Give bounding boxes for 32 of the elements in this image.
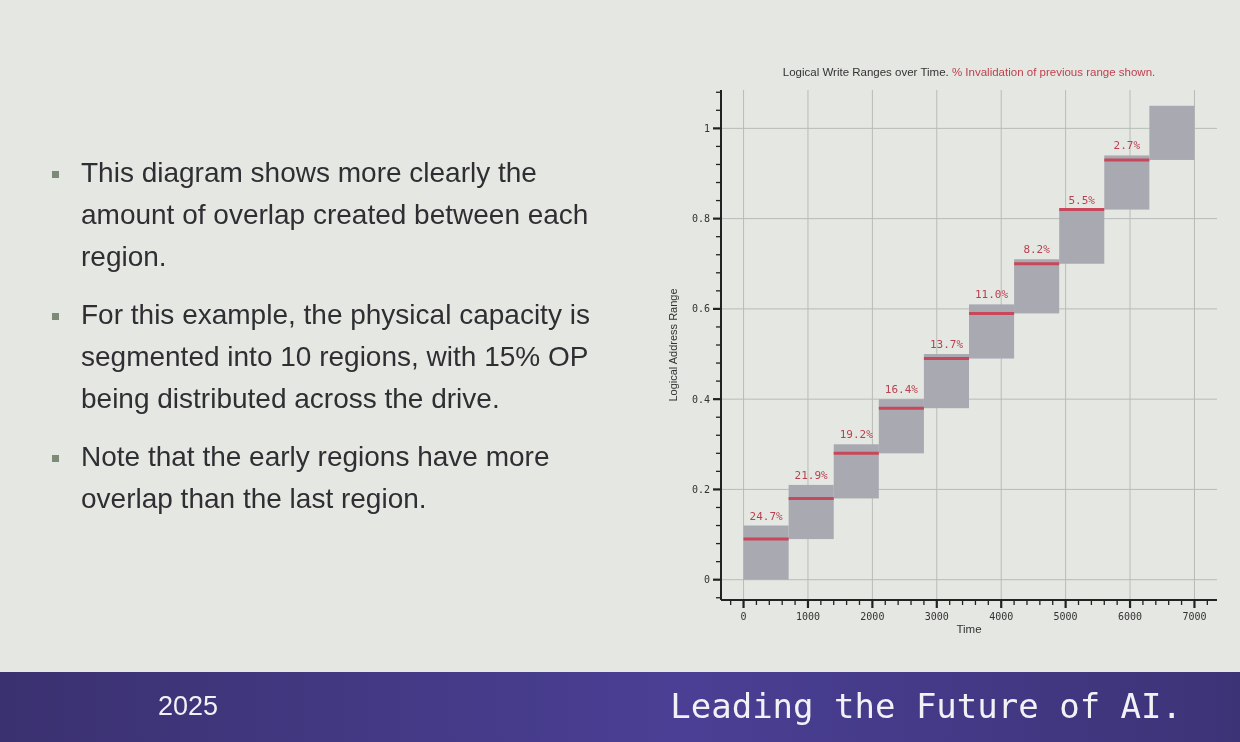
x-tick-label: 5000 (1053, 611, 1078, 622)
text: For this example, the physical capacity is segmented into 10 regions, with 15% OP being distributed across the drive. (81, 298, 591, 416)
annotation: 11.0% (974, 288, 1009, 302)
chart-subtitle: % Invalidation of previous range shown. (950, 66, 1156, 78)
y-axis-title: Logical Address Range (667, 288, 679, 402)
x-tick-label: 1000 (795, 611, 821, 622)
text: Note that the early regions have more overlap than the last region. (81, 440, 551, 516)
y-tick-label: 0.2 (691, 483, 710, 495)
x-tick-label: 4000 (989, 611, 1014, 622)
annotation: 13.7% (929, 338, 964, 352)
text: 2025 (158, 691, 219, 722)
y-tick-label: 0.6 (691, 303, 710, 315)
y-tick-label: 0.4 (691, 393, 710, 405)
annotation: 19.2% (839, 428, 874, 442)
chart-title: Logical Write Ranges over Time. (782, 66, 949, 78)
annotation: 21.9% (794, 468, 829, 482)
y-tick-label: 0.8 (691, 213, 710, 225)
x-axis-title: Time (956, 623, 982, 635)
annotation: 16.4% (884, 383, 919, 397)
annotation: 24.7% (749, 509, 784, 523)
x-tick-label: 7000 (1182, 611, 1207, 622)
y-tick-label: 0 (703, 574, 710, 586)
text: This diagram shows more clearly the amount of overlap created between each region. (81, 156, 590, 274)
y-tick-label: 1 (703, 122, 710, 134)
x-tick-label: 3000 (924, 611, 949, 622)
annotation: 5.5% (1068, 193, 1096, 207)
annotation: 2.7% (1113, 139, 1141, 153)
x-tick-label: 0 (740, 611, 747, 622)
x-tick-label: 2000 (860, 611, 885, 622)
annotation: 8.2% (1023, 243, 1051, 257)
x-tick-label: 6000 (1117, 611, 1143, 622)
text: Leading the Future of AI. (670, 686, 1182, 726)
